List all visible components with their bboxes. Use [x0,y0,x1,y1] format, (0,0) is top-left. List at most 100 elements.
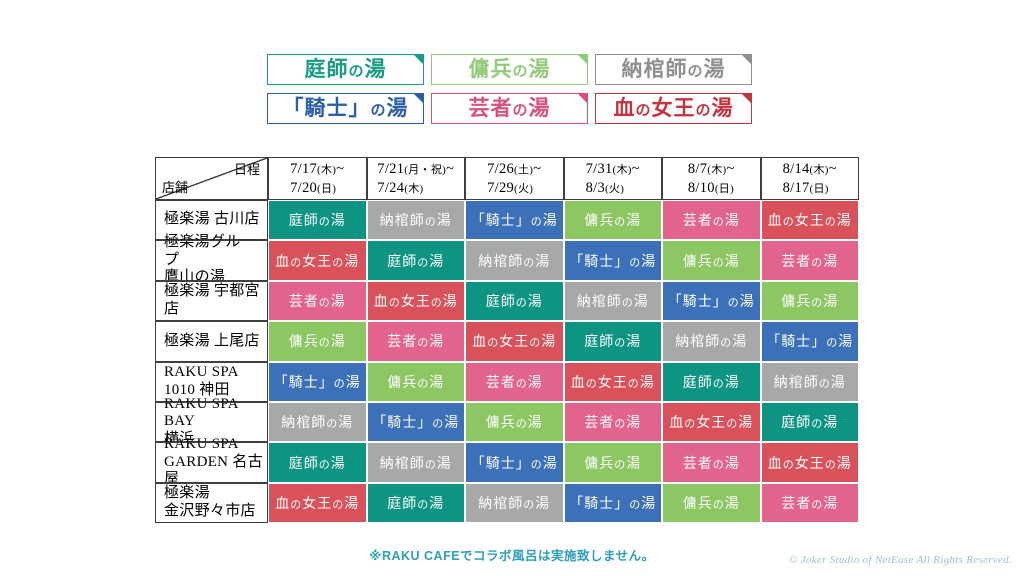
legend-item-label: 「騎士」の湯 [282,96,409,120]
bath-cell-mercenary: 傭兵の湯 [269,322,366,361]
store-name-label: 極楽湯グループ 鷹山の湯 [164,234,256,286]
store-name-label: 極楽湯 宇都宮店 [164,283,260,317]
bath-cell-geisha: 芸者の湯 [367,322,464,361]
bath-name-label: 納棺師の湯 [478,496,551,512]
bath-cell-geisha: 芸者の湯 [564,402,661,442]
corner-date-label: 日程 [233,162,260,177]
bath-name-label: 芸者の湯 [485,375,543,391]
store-name-label: RAKU SPA 1010 神田 [164,364,239,398]
legend-item-label: 傭兵の湯 [468,57,551,81]
bath-cell-knight: 「騎士」の湯 [367,402,464,442]
bath-name-label: 血の女王の湯 [275,254,360,270]
bath-name-label: 血の女王の湯 [373,294,458,310]
date-range-label: 8/14(木)~ 8/17(日) [782,160,837,196]
date-range-label: 7/31(木)~ 8/3(火) [585,160,640,196]
bath-name-label: 庭師の湯 [288,214,346,230]
copyright-text: © Joker Studio of NetEase All Rights Res… [789,554,1012,566]
footer-note: ※RAKU CAFEでコラボ風呂は実施致しません。 [369,549,655,563]
bath-name-label: 血の女王の湯 [570,375,655,391]
bath-cell-gardener: 庭師の湯 [367,483,464,523]
bath-cell-geisha: 芸者の湯 [466,362,563,401]
folded-corner-icon [577,93,588,104]
date-range-label: 7/21(月・祝)~ 7/24(木) [377,160,455,196]
bath-name-label: 傭兵の湯 [288,335,346,351]
corner-store-label: 店舗 [162,180,189,195]
legend-item-queen: 血の女王の湯 [595,93,752,124]
bath-name-label: 芸者の湯 [288,294,346,310]
bath-cell-knight: 「騎士」の湯 [663,281,760,321]
folded-corner-icon [741,54,752,65]
legend-item-mercenary: 傭兵の湯 [431,54,588,85]
folded-corner-icon [413,54,424,65]
bath-cell-gardener: 庭師の湯 [564,322,661,361]
schedule-table: 日程 店舗 7/17(木)~ 7/20(日) 7/21(月・祝)~ 7/24(木) … [155,157,859,524]
date-column-header: 7/17(木)~ 7/20(日) [268,157,367,200]
bath-cell-mortician: 納棺師の湯 [663,322,760,361]
bath-cell-knight: 「騎士」の湯 [564,483,661,523]
store-name-label: 極楽湯 金沢野々市店 [164,485,256,519]
bath-cell-gardener: 庭師の湯 [269,201,366,240]
bath-cell-queen: 血の女王の湯 [269,483,366,523]
bath-name-label: 納棺師の湯 [379,456,452,472]
bath-cell-gardener: 庭師の湯 [269,443,366,482]
bath-cell-gardener: 庭師の湯 [761,402,858,442]
bath-name-label: 納棺師の湯 [478,254,551,270]
bath-cell-mercenary: 傭兵の湯 [663,241,760,280]
bath-name-label: 芸者の湯 [584,416,642,432]
bath-cell-mortician: 納棺師の湯 [269,402,366,442]
bath-cell-mercenary: 傭兵の湯 [367,362,464,401]
bath-name-label: 傭兵の湯 [485,416,543,432]
bath-cell-gardener: 庭師の湯 [367,241,464,280]
bath-cell-queen: 血の女王の湯 [564,362,661,401]
bath-cell-queen: 血の女王の湯 [761,443,858,482]
bath-cell-mortician: 納棺師の湯 [367,201,464,240]
bath-cell-queen: 血の女王の湯 [466,322,563,361]
store-name-label: RAKU SPA GARDEN 名古屋 [164,436,263,488]
date-column-header: 8/7(木)~ 8/10(日) [662,157,761,200]
store-name-label: RAKU SPA BAY 横浜 [164,395,238,447]
bath-name-label: 芸者の湯 [682,456,740,472]
bath-name-label: 庭師の湯 [485,294,543,310]
table-corner-cell: 日程 店舗 [155,157,268,200]
bath-cell-mercenary: 傭兵の湯 [663,483,760,523]
bath-name-label: 「騎士」の湯 [470,214,558,230]
bath-cell-mercenary: 傭兵の湯 [466,402,563,442]
bath-name-label: 「騎士」の湯 [569,254,657,270]
bath-cell-queen: 血の女王の湯 [761,201,858,240]
date-column-header: 7/21(月・祝)~ 7/24(木) [366,157,465,200]
bath-name-label: 「騎士」の湯 [766,335,854,351]
bath-name-label: 納棺師の湯 [675,335,748,351]
bath-name-label: 納棺師の湯 [281,416,354,432]
bath-cell-geisha: 芸者の湯 [761,241,858,280]
bath-cell-queen: 血の女王の湯 [663,402,760,442]
bath-name-label: 庭師の湯 [584,335,642,351]
bath-cell-gardener: 庭師の湯 [466,281,563,321]
bath-cell-mortician: 納棺師の湯 [466,241,563,280]
bath-name-label: 傭兵の湯 [584,214,642,230]
legend-row: 「騎士」の湯 芸者の湯 血の女王の湯 [267,93,752,124]
store-name-label: 極楽湯 古川店 [164,211,260,228]
bath-name-label: 庭師の湯 [387,254,445,270]
date-column-header: 7/31(木)~ 8/3(火) [563,157,662,200]
bath-name-label: 「騎士」の湯 [569,496,657,512]
bath-cell-geisha: 芸者の湯 [663,201,760,240]
legend-row: 庭師の湯 傭兵の湯 納棺師の湯 [267,54,752,85]
bath-name-label: 血の女王の湯 [767,456,852,472]
bath-name-label: 「騎士」の湯 [273,375,361,391]
bath-name-label: 「騎士」の湯 [372,416,460,432]
bath-name-label: 血の女王の湯 [669,416,754,432]
bath-legend: 庭師の湯 傭兵の湯 納棺師の湯 「騎士」の湯 芸者の湯 血の女王の湯 [267,54,752,124]
bath-name-label: 血の女王の湯 [472,335,557,351]
legend-item-knight: 「騎士」の湯 [267,93,424,124]
bath-cell-queen: 血の女王の湯 [367,281,464,321]
date-column-header: 7/26(土)~ 7/29(火) [465,157,564,200]
legend-item-mortician: 納棺師の湯 [595,54,752,85]
bath-cell-geisha: 芸者の湯 [761,483,858,523]
bath-name-label: 「騎士」の湯 [667,294,755,310]
legend-item-gardener: 庭師の湯 [267,54,424,85]
bath-cell-queen: 血の女王の湯 [269,241,366,280]
legend-item-label: 庭師の湯 [304,57,387,81]
store-name-cell: RAKU SPA GARDEN 名古屋 [155,436,268,487]
store-name-cell: RAKU SPA BAY 横浜 [155,396,268,447]
bath-name-label: 血の女王の湯 [767,214,852,230]
